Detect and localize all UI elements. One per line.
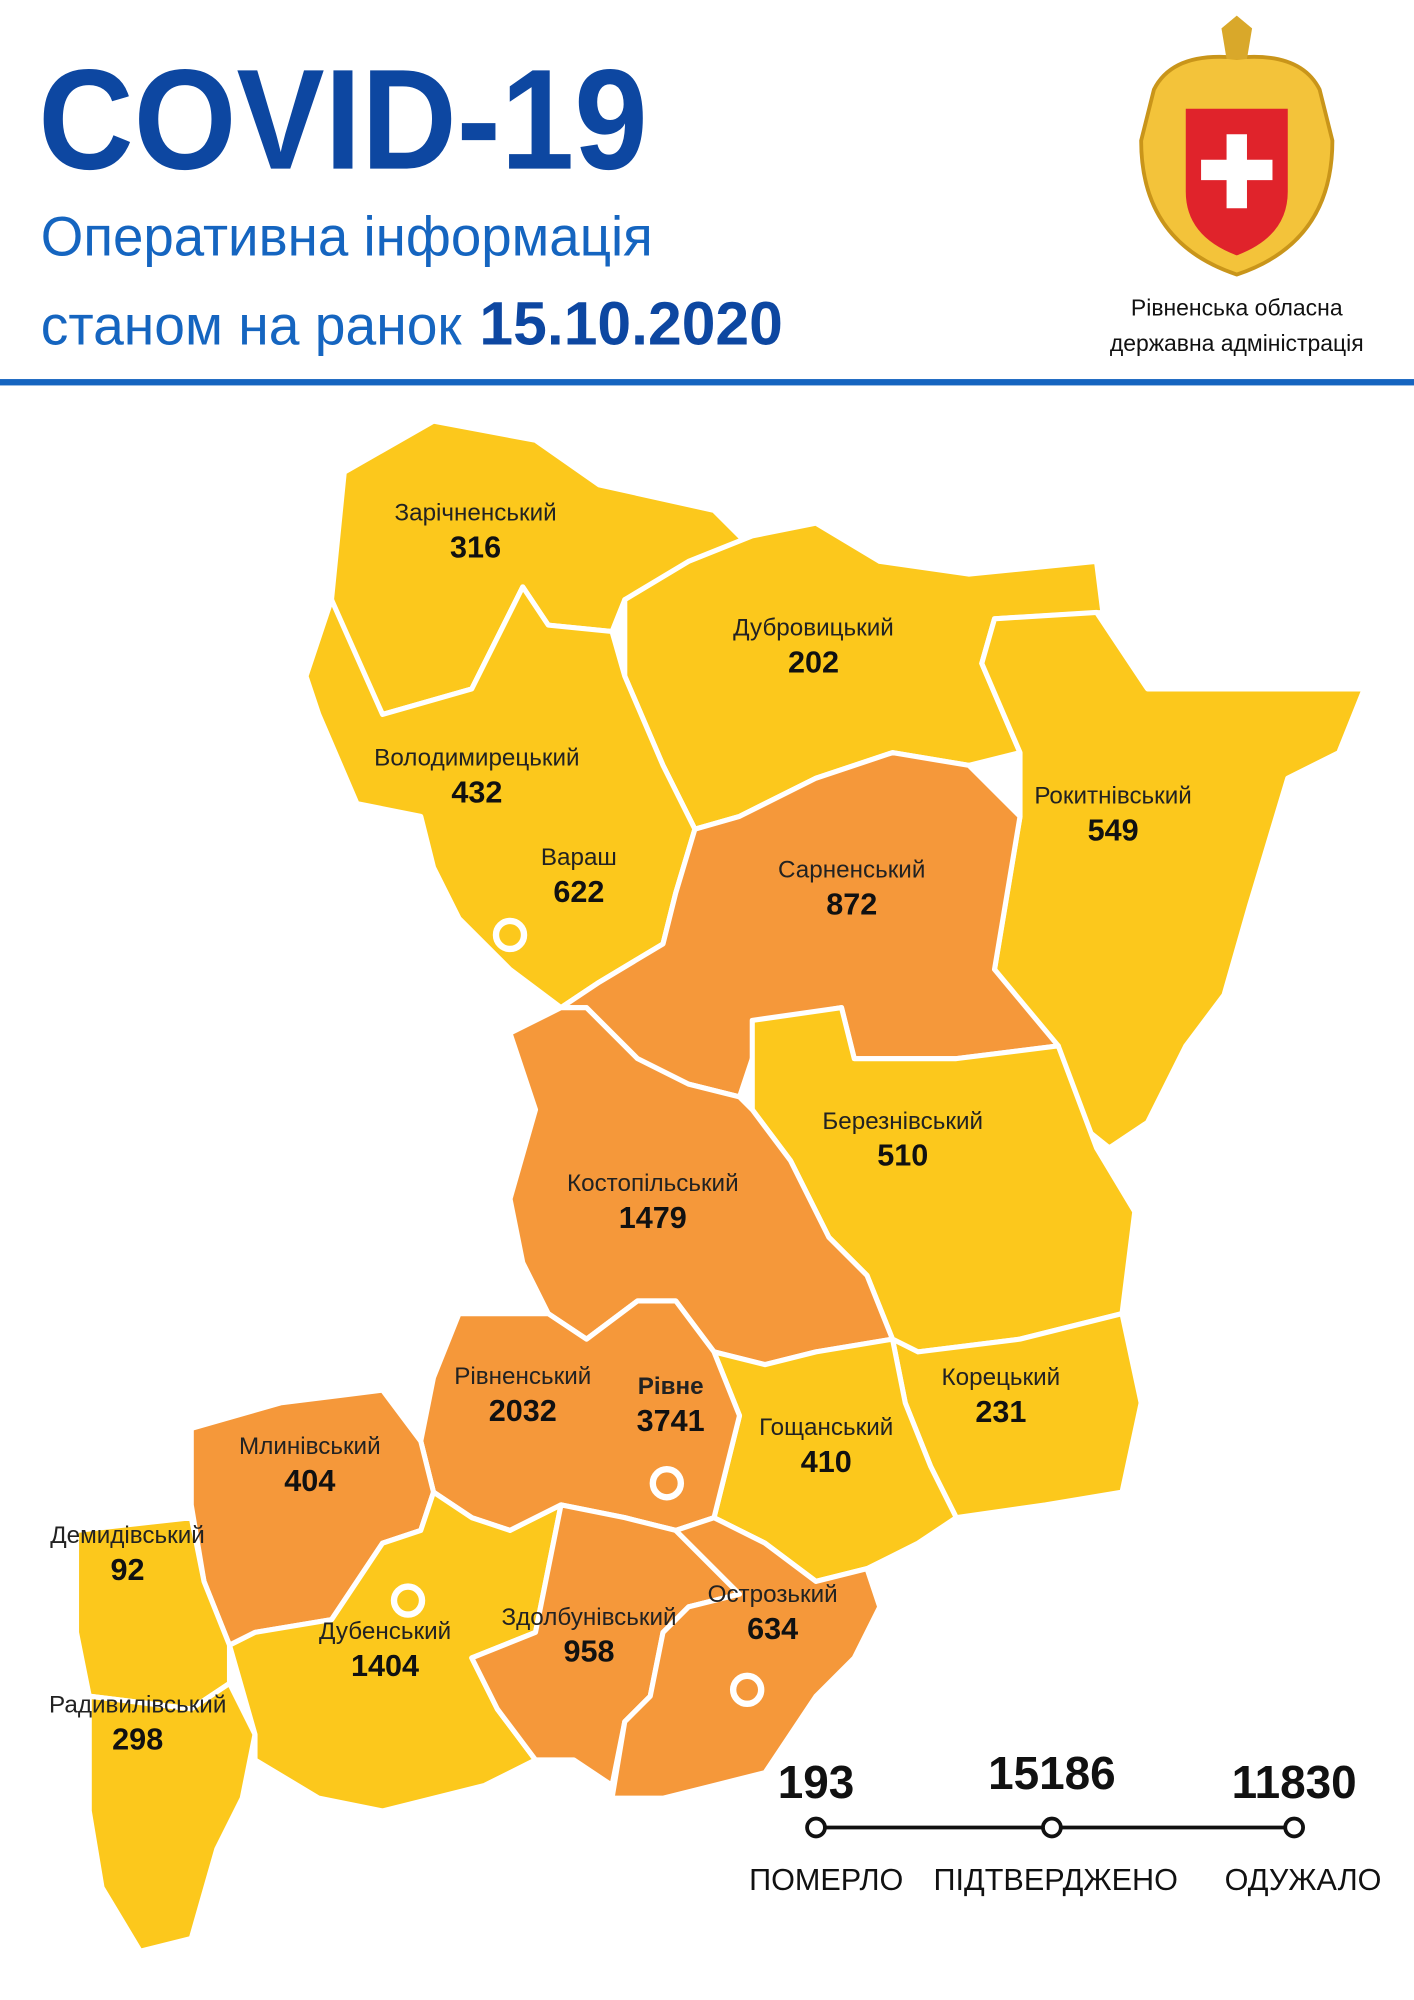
subtitle: Оперативна інформація: [41, 204, 653, 267]
district-name: Рівненський: [454, 1363, 591, 1390]
district-name: Дубенський: [319, 1618, 451, 1645]
district-cases: 202: [788, 645, 839, 679]
district-name: Вараш: [541, 844, 617, 871]
date-prefix: станом на ранок: [41, 294, 462, 357]
district-cases: 410: [801, 1445, 852, 1479]
district-cases: 432: [451, 775, 502, 809]
district-cases: 510: [877, 1139, 928, 1173]
title: COVID-19: [38, 41, 647, 200]
map: [73, 418, 1367, 1954]
emblem-caption: Рівненська обласна: [1131, 294, 1343, 320]
stat-value: 11830: [1232, 1756, 1357, 1808]
stats-line: [805, 1816, 1305, 1839]
district-name: Зарічненський: [394, 500, 556, 527]
district-name: Рокитнівський: [1034, 783, 1192, 810]
district-cases: 549: [1088, 814, 1139, 848]
district-name: Костопільський: [567, 1170, 739, 1197]
district-name: Сарненський: [778, 857, 925, 884]
district-cases: 1479: [619, 1201, 687, 1235]
stat-label: ОДУЖАЛО: [1225, 1863, 1382, 1897]
emblem: [1139, 15, 1335, 277]
district-labels: Зарічненський 316 Дубровицький 202 Володимир…: [49, 500, 1192, 1757]
district-cases: 634: [747, 1612, 798, 1646]
emblem-caption: державна адміністрація: [1110, 330, 1364, 356]
district-cases: 872: [826, 888, 877, 922]
district-cases: 958: [564, 1635, 615, 1669]
district-name: Острозький: [708, 1581, 838, 1608]
district-cases: 316: [450, 531, 501, 565]
district-name: Млинівський: [239, 1433, 381, 1460]
date: 15.10.2020: [479, 290, 782, 358]
district-cases: 404: [284, 1464, 335, 1498]
district-cases: 2032: [489, 1394, 557, 1428]
district-name: Березнівський: [822, 1108, 983, 1135]
stat-value: 193: [778, 1756, 855, 1808]
district-cases: 298: [112, 1723, 163, 1757]
divider: [0, 379, 1414, 386]
district-cases: 3741: [637, 1404, 705, 1438]
district-name: Рівне: [638, 1373, 704, 1400]
district-cases: 1404: [351, 1649, 419, 1683]
stat-value: 15186: [988, 1747, 1116, 1799]
stat-label: ПІДТВЕРДЖЕНО: [934, 1863, 1178, 1897]
district-cases: 622: [553, 875, 604, 909]
stat-label: ПОМЕРЛО: [749, 1863, 903, 1897]
district-name: Дубровицький: [733, 614, 894, 641]
district-cases: 231: [975, 1395, 1026, 1429]
district-cases: 92: [110, 1553, 144, 1587]
district-name: Володимирецький: [374, 744, 579, 771]
district-name: Здолбунівський: [502, 1604, 677, 1631]
district-name: Корецький: [942, 1364, 1061, 1391]
district-name: Радивилівський: [49, 1692, 226, 1719]
district-name: Демидівський: [50, 1522, 205, 1549]
district-name: Гощанський: [759, 1414, 893, 1441]
